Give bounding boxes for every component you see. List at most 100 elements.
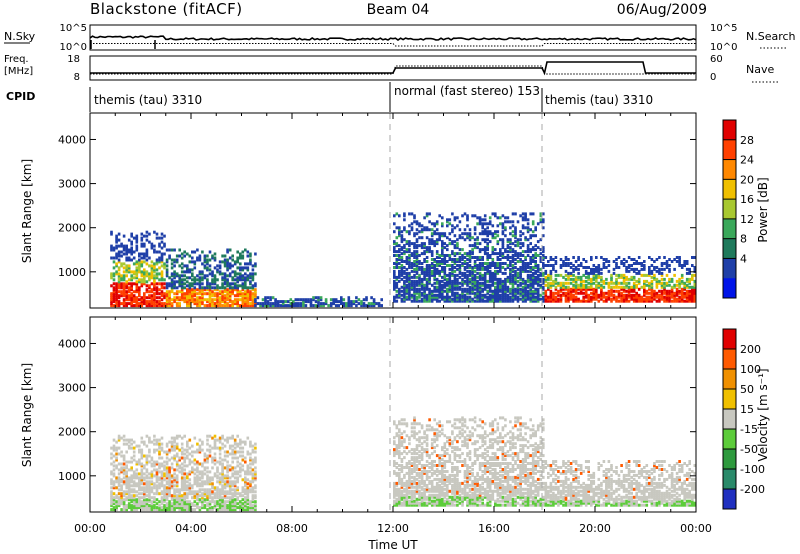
echo-cell (196, 460, 199, 464)
echo-cell (471, 271, 474, 275)
echo-cell (203, 274, 207, 278)
echo-cell (691, 299, 694, 303)
echo-cell (138, 472, 141, 476)
echo-cell (524, 226, 527, 230)
echo-cell (110, 500, 113, 504)
echo-cell (198, 300, 202, 304)
echo-cell (458, 234, 462, 238)
echo-cell (398, 456, 401, 460)
echo-cell (370, 302, 373, 306)
echo-cell (206, 456, 209, 460)
echo-cell (127, 294, 131, 298)
echo-cell (627, 266, 631, 269)
echo-cell (567, 293, 570, 297)
echo-cell (115, 502, 118, 506)
echo-cell (688, 293, 691, 297)
echo-cell (218, 462, 222, 466)
echo-cell (155, 476, 159, 480)
echo-cell (168, 248, 171, 252)
echo-cell (413, 287, 416, 291)
echo-cell (160, 270, 164, 274)
echo-cell (178, 248, 181, 252)
echo-cell (395, 501, 399, 505)
echo-cell (408, 436, 411, 440)
echo-cell (542, 291, 545, 295)
echo-cell (213, 496, 217, 500)
echo-cell (223, 496, 227, 500)
echo-cell (216, 470, 219, 474)
echo-cell (420, 299, 424, 303)
echo-cell (514, 297, 517, 301)
echo-cell (509, 269, 512, 273)
echo-cell (663, 262, 666, 265)
echo-cell (160, 236, 164, 240)
echo-cell (130, 250, 133, 254)
echo-cell (198, 448, 202, 452)
echo-cell (395, 424, 399, 428)
echo-cell (132, 508, 136, 512)
echo-cell (395, 462, 399, 465)
echo-cell (635, 297, 638, 301)
echo-cell (395, 281, 399, 285)
echo-cell (188, 490, 192, 494)
echo-cell (163, 488, 166, 492)
echo-cell (365, 298, 368, 302)
echo-cell (413, 493, 416, 497)
echo-cell (165, 296, 169, 300)
echo-cell (529, 277, 532, 281)
echo-cell (433, 269, 436, 273)
echo-cell (516, 254, 520, 257)
nsky-series (89, 35, 697, 41)
echo-cell (461, 248, 464, 252)
echo-cell (393, 273, 396, 277)
echo-cell (549, 285, 553, 289)
echo-cell (150, 294, 154, 298)
echo-cell (165, 282, 169, 286)
echo-cell (115, 446, 118, 450)
echo-cell (276, 300, 280, 304)
echo-cell (536, 291, 540, 295)
echo-cell (143, 296, 146, 300)
echo-cell (668, 299, 671, 303)
echo-cell (564, 262, 568, 265)
echo-cell (400, 271, 404, 275)
echo-cell (544, 269, 548, 273)
echo-cell (420, 269, 424, 273)
echo-cell (511, 281, 515, 285)
echo-cell (413, 246, 416, 250)
echo-cell (178, 504, 181, 508)
echo-cell (423, 297, 426, 301)
echo-cell (196, 296, 199, 300)
echo-cell (395, 450, 399, 454)
echo-cell (650, 295, 654, 299)
echo-cell (481, 230, 484, 234)
echo-cell (249, 282, 252, 286)
echo-cell (206, 258, 209, 262)
echo-cell (632, 269, 636, 273)
echo-cell (590, 285, 593, 289)
echo-cell (491, 293, 495, 297)
echo-cell (691, 295, 694, 299)
echo-cell (395, 487, 399, 491)
echo-cell (400, 236, 404, 240)
echo-cell (410, 285, 414, 289)
echo-cell (554, 262, 558, 265)
echo-cell (158, 466, 161, 470)
echo-cell (191, 466, 194, 470)
echo-cell (221, 498, 224, 502)
echo-cell (244, 456, 247, 460)
echo-cell (143, 492, 146, 496)
echo-cell (135, 260, 139, 264)
echo-cell (554, 273, 558, 277)
echo-cell (236, 464, 239, 468)
echo-cell (208, 286, 212, 290)
echo-cell (208, 288, 212, 292)
echo-cell (206, 438, 209, 442)
echo-cell (117, 488, 121, 492)
echo-cell (196, 302, 199, 306)
echo-cell (201, 506, 204, 510)
echo-cell (514, 287, 517, 291)
echo-cell (130, 504, 133, 508)
echo-cell (587, 273, 590, 277)
echo-cell (246, 288, 250, 292)
